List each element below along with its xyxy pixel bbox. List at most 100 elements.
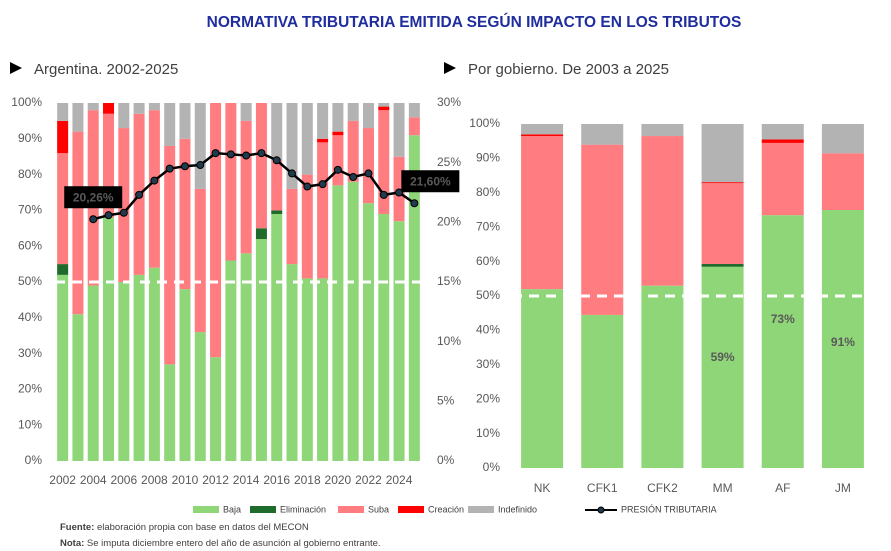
value-label-box bbox=[64, 186, 123, 209]
y2-tick-label: 15% bbox=[437, 274, 461, 288]
page-title: NORMATIVA TRIBUTARIA EMITIDA SEGÚN IMPAC… bbox=[207, 13, 742, 31]
bar-segment bbox=[521, 289, 564, 468]
line-marker bbox=[303, 182, 312, 191]
bar-segment bbox=[362, 128, 374, 204]
bar-segment bbox=[581, 144, 624, 315]
legend-swatch bbox=[250, 506, 276, 513]
legend-label: Baja bbox=[223, 504, 241, 514]
bar-segment bbox=[701, 266, 744, 468]
line-marker bbox=[318, 180, 327, 189]
x-tick-label: CFK2 bbox=[647, 481, 678, 495]
bar-segment bbox=[72, 314, 84, 461]
bar-segment bbox=[301, 278, 313, 461]
line-marker bbox=[288, 169, 297, 178]
line-marker bbox=[410, 199, 419, 208]
bar-segment bbox=[581, 314, 624, 468]
line-marker bbox=[257, 149, 266, 158]
x-tick-label: 2022 bbox=[355, 473, 382, 487]
y-tick-label: 100% bbox=[11, 95, 42, 109]
bar-segment bbox=[821, 210, 864, 468]
annotation: 59% bbox=[711, 350, 735, 364]
bar-segment bbox=[57, 153, 69, 265]
bar-segment bbox=[408, 117, 420, 136]
bar-segment bbox=[521, 124, 564, 135]
bar-segment bbox=[164, 364, 176, 461]
bar-segment bbox=[408, 135, 420, 461]
bar-segment bbox=[194, 188, 206, 333]
bar-segment bbox=[179, 103, 191, 139]
x-tick-label: 2006 bbox=[110, 473, 137, 487]
bar-segment bbox=[378, 106, 390, 111]
y-tick-label: 10% bbox=[476, 426, 500, 440]
x-tick-label: 2014 bbox=[233, 473, 260, 487]
x-tick-label: 2020 bbox=[325, 473, 352, 487]
line-marker bbox=[104, 211, 113, 220]
y2-tick-label: 25% bbox=[437, 155, 461, 169]
legend-label: Indefinido bbox=[498, 504, 537, 514]
bar-segment bbox=[133, 274, 145, 461]
value-label: 21,60% bbox=[410, 174, 451, 188]
bar-segment bbox=[701, 124, 744, 183]
y-tick-label: 30% bbox=[18, 346, 42, 360]
x-tick-label: 2016 bbox=[263, 473, 290, 487]
footnote-label: Nota: bbox=[60, 538, 84, 549]
bar-segment bbox=[347, 120, 359, 182]
x-tick-label: 2024 bbox=[386, 473, 413, 487]
bar-segment bbox=[225, 260, 237, 461]
bar-segment bbox=[271, 103, 283, 161]
bar-segment bbox=[581, 124, 624, 145]
bar-segment bbox=[164, 145, 176, 365]
line-marker bbox=[135, 190, 144, 199]
y-tick-label: 80% bbox=[18, 167, 42, 181]
bar-segment bbox=[255, 239, 267, 461]
value-label: 20,26% bbox=[73, 190, 114, 204]
bar-segment bbox=[179, 138, 191, 290]
bullet bbox=[10, 62, 22, 74]
footnote-text: Se imputa diciembre entero del año de as… bbox=[87, 538, 381, 549]
line-marker bbox=[364, 169, 373, 178]
y-tick-label: 50% bbox=[476, 288, 500, 302]
x-tick-label: CFK1 bbox=[587, 481, 618, 495]
x-tick-label: JM bbox=[835, 481, 851, 495]
line-marker bbox=[89, 215, 98, 224]
bar-segment bbox=[286, 264, 298, 461]
bar-segment bbox=[255, 103, 267, 229]
bar-segment bbox=[641, 285, 684, 468]
bar-segment bbox=[57, 274, 69, 461]
footnote: Fuente: elaboración propia con base en d… bbox=[60, 522, 309, 533]
line-marker bbox=[165, 164, 174, 173]
y-tick-label: 70% bbox=[18, 203, 42, 217]
bar-segment bbox=[393, 103, 405, 157]
bar-segment bbox=[317, 138, 329, 143]
bar-segment bbox=[761, 124, 804, 140]
bar-segment bbox=[332, 103, 344, 132]
bar-segment bbox=[347, 103, 359, 121]
bar-segment bbox=[362, 203, 374, 462]
bar-segment bbox=[347, 181, 359, 461]
bar-segment bbox=[72, 131, 84, 315]
x-tick-label: 2008 bbox=[141, 473, 168, 487]
annotation: 73% bbox=[771, 312, 795, 326]
bar-segment bbox=[57, 264, 69, 275]
bar-segment bbox=[378, 110, 390, 214]
bar-segment bbox=[118, 103, 130, 129]
bar-segment bbox=[821, 153, 864, 210]
y-tick-label: 30% bbox=[476, 357, 500, 371]
y2-tick-label: 20% bbox=[437, 215, 461, 229]
bar-segment bbox=[57, 120, 69, 154]
line-marker bbox=[226, 150, 235, 159]
y-tick-label: 60% bbox=[476, 254, 500, 268]
bar-segment bbox=[194, 103, 206, 189]
y-tick-label: 40% bbox=[476, 323, 500, 337]
x-tick-label: NK bbox=[534, 481, 551, 495]
x-tick-label: 2010 bbox=[172, 473, 199, 487]
x-tick-label: AF bbox=[775, 481, 790, 495]
bar-segment bbox=[641, 136, 684, 286]
line-marker bbox=[180, 162, 189, 171]
x-tick-label: 2012 bbox=[202, 473, 229, 487]
bar-segment bbox=[301, 174, 313, 279]
y-tick-label: 40% bbox=[18, 310, 42, 324]
line-marker bbox=[119, 208, 128, 217]
y-tick-label: 60% bbox=[18, 238, 42, 252]
